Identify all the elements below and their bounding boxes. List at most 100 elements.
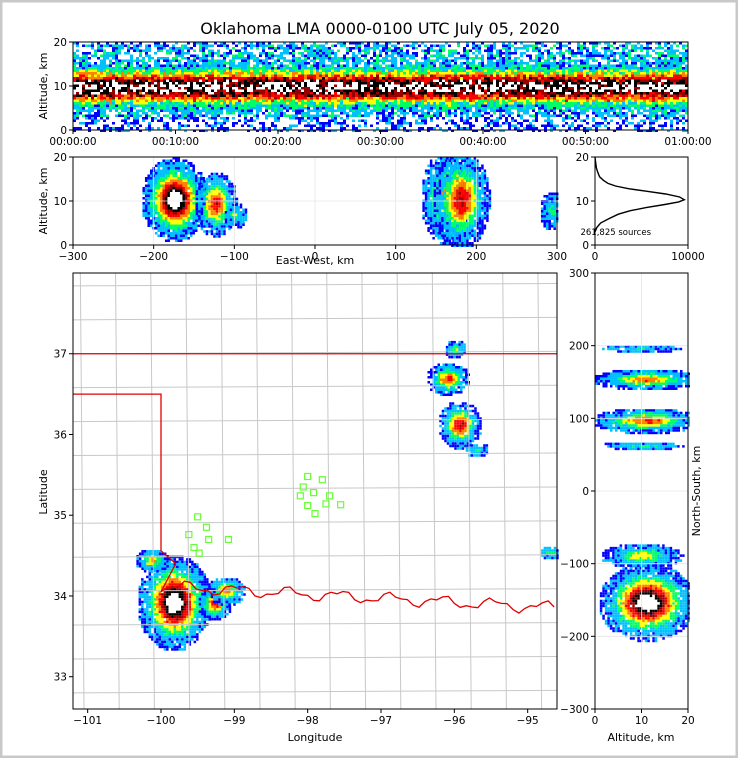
time-height-cell — [118, 72, 121, 75]
time-height-cell — [424, 114, 427, 117]
time-height-cell — [367, 97, 370, 100]
time-height-cell — [367, 74, 370, 77]
time-height-cell — [292, 49, 295, 52]
time-height-cell — [82, 67, 85, 70]
time-height-cell — [268, 82, 271, 85]
time-height-cell — [145, 52, 148, 55]
time-height-cell — [262, 127, 265, 130]
time-height-cell — [271, 102, 274, 105]
time-height-cell — [244, 122, 247, 125]
time-height-cell — [310, 89, 313, 92]
time-height-cell — [466, 64, 469, 67]
time-height-cell — [196, 54, 199, 57]
time-height-cell — [172, 47, 175, 50]
time-height-cell — [244, 87, 247, 90]
time-height-cell — [433, 102, 436, 105]
time-height-cell — [280, 94, 283, 97]
time-height-cell — [163, 44, 166, 47]
time-height-cell — [394, 84, 397, 87]
time-height-cell — [82, 62, 85, 65]
time-height-cell — [526, 102, 529, 105]
time-height-cell — [352, 114, 355, 117]
time-height-cell — [325, 102, 328, 105]
time-height-cell — [520, 107, 523, 110]
time-height-cell — [124, 107, 127, 110]
time-height-cell — [493, 54, 496, 57]
time-height-cell — [283, 79, 286, 82]
time-height-cell — [583, 47, 586, 50]
time-height-cell — [445, 59, 448, 62]
time-height-cell — [340, 97, 343, 100]
time-height-cell — [421, 42, 424, 45]
time-height-cell — [397, 42, 400, 45]
time-height-cell — [82, 109, 85, 112]
time-height-cell — [529, 44, 532, 47]
time-height-cell — [547, 109, 550, 112]
time-height-cell — [280, 129, 283, 132]
time-height-cell — [349, 114, 352, 117]
time-height-cell — [421, 117, 424, 120]
time-height-cell — [310, 44, 313, 47]
time-height-cell — [118, 104, 121, 107]
time-height-cell — [394, 67, 397, 70]
time-height-cell — [145, 84, 148, 87]
time-height-cell — [583, 64, 586, 67]
time-height-cell — [562, 84, 565, 87]
time-height-cell — [520, 84, 523, 87]
time-height-cell — [319, 77, 322, 80]
time-height-cell — [394, 82, 397, 85]
time-height-cell — [508, 69, 511, 72]
time-height-cell — [583, 79, 586, 82]
time-height-cell — [478, 92, 481, 95]
time-height-cell — [181, 52, 184, 55]
time-height-cell — [508, 97, 511, 100]
time-height-cell — [385, 122, 388, 125]
time-height-cell — [253, 64, 256, 67]
time-height-cell — [244, 94, 247, 97]
time-height-cell — [589, 87, 592, 90]
time-height-cell — [211, 117, 214, 120]
time-height-cell — [511, 97, 514, 100]
time-height-cell — [436, 52, 439, 55]
time-height-cell — [463, 92, 466, 95]
time-height-cell — [358, 114, 361, 117]
time-height-cell — [145, 117, 148, 120]
time-height-cell — [529, 114, 532, 117]
time-height-cell — [433, 79, 436, 82]
time-height-cell — [418, 129, 421, 132]
time-height-cell — [547, 79, 550, 82]
time-height-cell — [226, 47, 229, 50]
time-height-cell — [568, 92, 571, 95]
time-height-cell — [376, 84, 379, 87]
time-height-cell — [424, 57, 427, 60]
time-height-cell — [88, 72, 91, 75]
time-height-cell — [175, 79, 178, 82]
time-height-cell — [271, 72, 274, 75]
time-height-cell — [235, 74, 238, 77]
time-height-cell — [457, 97, 460, 100]
time-height-cell — [91, 77, 94, 80]
time-height-cell — [484, 49, 487, 52]
time-height-cell — [367, 112, 370, 115]
time-height-cell — [103, 57, 106, 60]
time-height-cell — [535, 102, 538, 105]
time-height-cell — [301, 52, 304, 55]
time-height-cell — [427, 92, 430, 95]
time-height-cell — [559, 67, 562, 70]
time-height-cell — [403, 127, 406, 130]
time-height-cell — [487, 99, 490, 102]
time-height-cell — [121, 102, 124, 105]
time-height-cell — [88, 74, 91, 77]
time-height-cell — [493, 129, 496, 132]
time-height-cell — [109, 92, 112, 95]
time-height-cell — [568, 79, 571, 82]
time-height-cell — [337, 109, 340, 112]
time-height-cell — [313, 54, 316, 57]
time-height-cell — [238, 84, 241, 87]
time-height-cell — [367, 92, 370, 95]
time-height-cell — [265, 57, 268, 60]
time-height-cell — [493, 62, 496, 65]
time-height-cell — [112, 57, 115, 60]
time-height-cell — [439, 107, 442, 110]
time-height-cell — [211, 67, 214, 70]
